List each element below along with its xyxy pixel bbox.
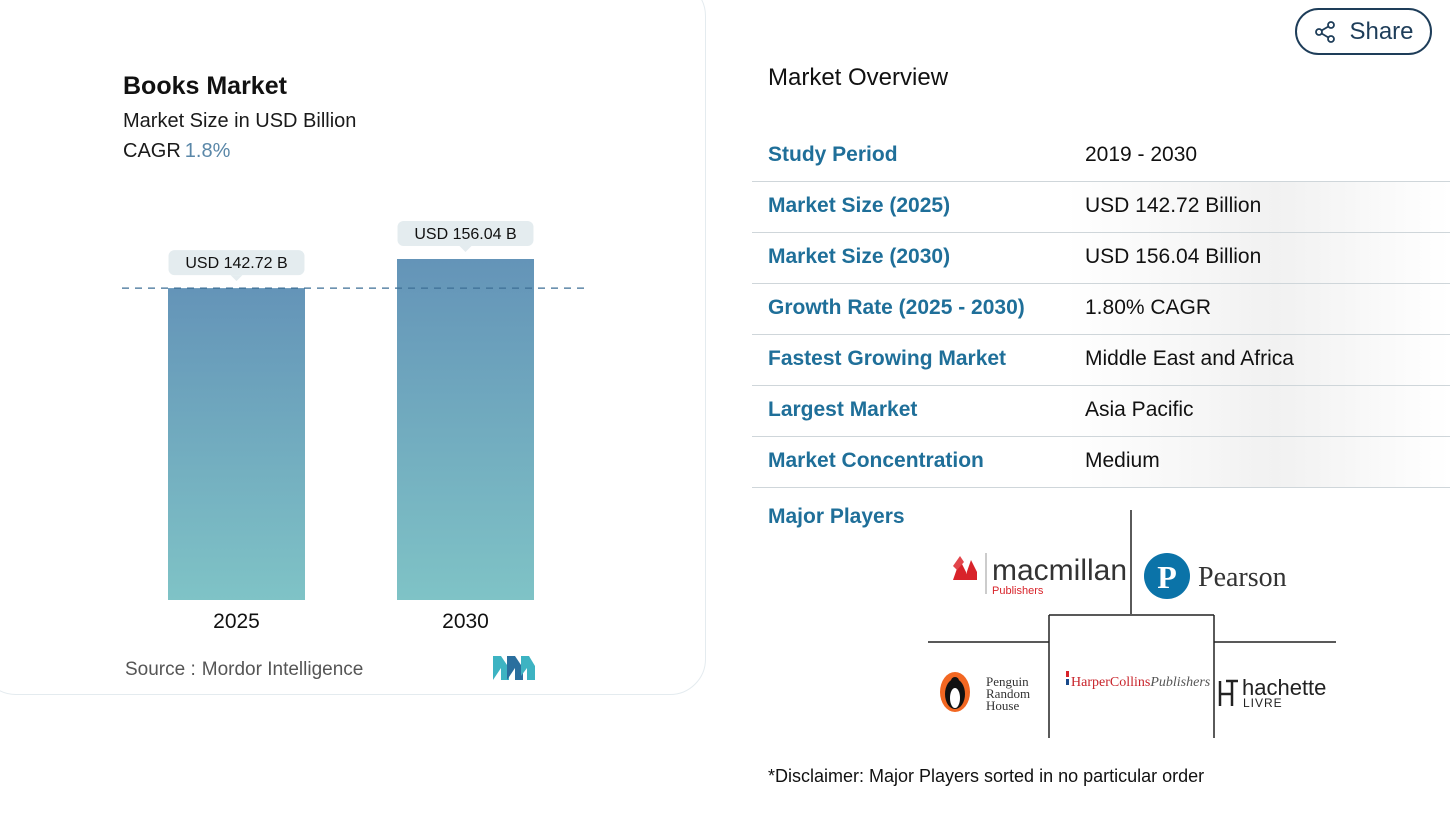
source-value: Mordor Intelligence	[201, 659, 364, 680]
harpercollins-logo: HarperCollinsPublishers	[1066, 671, 1211, 690]
data-label-pointer	[459, 246, 472, 252]
data-label-bg	[397, 221, 534, 246]
overview-value: USD 156.04 Billion	[1085, 245, 1262, 268]
cagr-line: CAGR 1.8%	[123, 140, 230, 163]
chart-subtitle: Market Size in USD Billion	[123, 110, 357, 132]
pearson-logo: P Pearson	[1144, 553, 1287, 599]
data-label: USD 156.04 B	[414, 226, 516, 243]
overview-value: 2019 - 2030	[1085, 143, 1198, 166]
overview-row: Growth Rate (2025 - 2030) 1.80% CAGR	[752, 284, 1450, 335]
chart-card	[0, 0, 706, 695]
macmillan-name: macmillan	[992, 554, 1127, 587]
mordor-logo-icon	[493, 656, 535, 680]
overview-row: Study Period 2019 - 2030	[752, 131, 1450, 182]
harpercollins-mark-icon	[1066, 671, 1069, 685]
overview-row: Market Size (2030) USD 156.04 Billion	[752, 233, 1450, 284]
bar-2030	[397, 259, 534, 600]
penguin-logo: Penguin Random House	[940, 672, 1030, 713]
penguin-line-2: Random	[986, 686, 1030, 701]
overview-label: Largest Market	[768, 398, 918, 421]
share-button[interactable]: Share	[1295, 8, 1432, 55]
overview-label: Market Size (2030)	[768, 245, 951, 268]
svg-text:HarperCollinsPublishers: HarperCollinsPublishers	[1071, 675, 1211, 690]
overview-row: Market Concentration Medium	[752, 437, 1450, 488]
bar-2025	[168, 288, 305, 600]
macmillan-logo: macmillan Publishers	[953, 553, 1127, 597]
overview-label: Market Concentration	[768, 449, 984, 472]
penguin-line-1: Penguin	[986, 674, 1029, 689]
penguin-mark-icon	[940, 672, 970, 712]
chart-title: Books Market	[123, 72, 287, 100]
overview-label: Fastest Growing Market	[768, 347, 1007, 370]
disclaimer: *Disclaimer: Major Players sorted in no …	[768, 766, 1205, 786]
bar-chart: USD 142.72 B 2025 USD 156.04 B 2030	[122, 221, 585, 633]
source-label: Source :	[125, 659, 196, 680]
x-tick-label: 2030	[442, 610, 489, 633]
data-label: USD 142.72 B	[185, 255, 287, 272]
major-players-label: Major Players	[768, 505, 905, 528]
overview-title: Market Overview	[768, 64, 949, 91]
overview-value: Medium	[1085, 449, 1160, 472]
source-line: Source : Mordor Intelligence	[125, 659, 363, 681]
hachette-name: hachette	[1242, 675, 1326, 700]
macmillan-mark-icon	[953, 556, 977, 580]
cagr-label: CAGR	[123, 140, 181, 162]
pearson-mark-icon	[1144, 553, 1190, 599]
macmillan-sub: Publishers	[992, 585, 1044, 597]
overview-value: USD 142.72 Billion	[1085, 194, 1262, 217]
overview-value: 1.80% CAGR	[1085, 296, 1212, 319]
x-tick-label: 2025	[213, 610, 260, 633]
pearson-name: Pearson	[1198, 562, 1287, 593]
cagr-value: 1.8%	[184, 140, 231, 162]
harpercollins-name: HarperCollins	[1071, 675, 1150, 690]
harpercollins-suffix: Publishers	[1149, 675, 1210, 690]
overview-label: Study Period	[768, 143, 898, 166]
overview-label: Growth Rate (2025 - 2030)	[768, 296, 1025, 319]
overview-row: Largest Market Asia Pacific	[752, 386, 1450, 437]
overview-row: Market Size (2025) USD 142.72 Billion	[752, 182, 1450, 233]
svg-text:P: P	[1157, 559, 1177, 595]
overview-table: Study Period 2019 - 2030 Market Size (20…	[752, 131, 1450, 488]
data-label-pointer	[230, 275, 243, 282]
hachette-mark-icon	[1218, 679, 1238, 706]
share-icon	[1315, 20, 1336, 43]
share-label: Share	[1349, 17, 1414, 45]
penguin-line-3: House	[986, 698, 1019, 713]
overview-value: Middle East and Africa	[1085, 347, 1294, 370]
hachette-logo: hachette LIVRE	[1218, 675, 1326, 710]
overview-row: Fastest Growing Market Middle East and A…	[752, 335, 1450, 386]
overview-value: Asia Pacific	[1085, 398, 1194, 421]
data-label-bg	[168, 250, 305, 276]
hachette-sub: LIVRE	[1243, 696, 1283, 710]
overview-label: Market Size (2025)	[768, 194, 951, 217]
